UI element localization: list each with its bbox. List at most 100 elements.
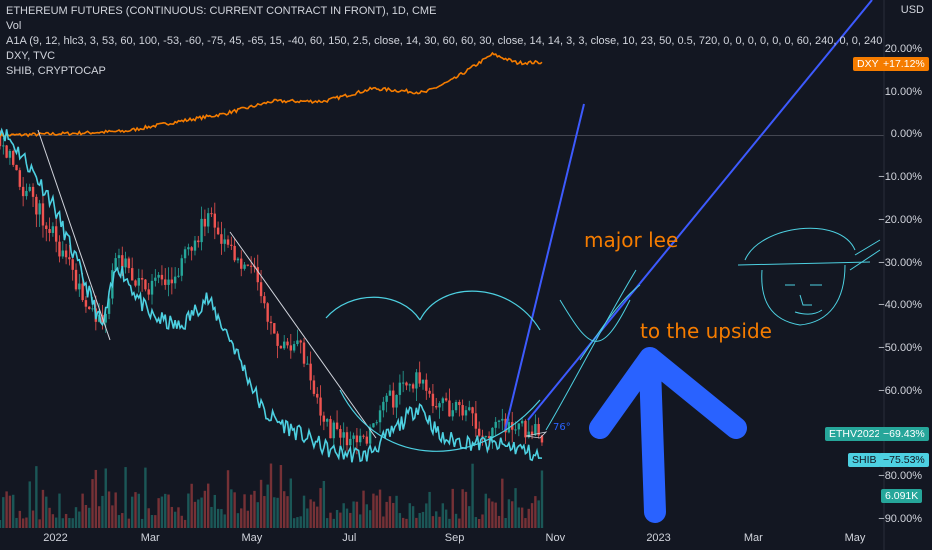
candle-body bbox=[187, 247, 190, 250]
volume-bar bbox=[216, 508, 220, 528]
legend-symbol[interactable]: ETHEREUM FUTURES (CONTINUOUS: CURRENT CO… bbox=[6, 5, 437, 17]
volume-bar bbox=[213, 494, 217, 528]
candle-body bbox=[497, 420, 501, 422]
volume-bar bbox=[124, 467, 127, 528]
volume-bar bbox=[140, 518, 144, 528]
volume-bar bbox=[177, 507, 180, 528]
candle-body bbox=[316, 393, 319, 398]
volume-bar bbox=[220, 509, 223, 528]
candle-body bbox=[458, 401, 461, 406]
volume-bar bbox=[253, 490, 256, 528]
y-tick-label: −90.00% bbox=[878, 513, 922, 525]
candle-body bbox=[154, 277, 157, 281]
volume-bar bbox=[200, 497, 203, 528]
volume-bar bbox=[408, 503, 411, 528]
candle-body bbox=[481, 435, 484, 437]
volume-bar bbox=[240, 508, 243, 528]
candle-body bbox=[448, 400, 451, 417]
candle-body bbox=[246, 264, 250, 266]
trend-line-steep[interactable] bbox=[504, 103, 585, 431]
volume-bar bbox=[41, 489, 45, 528]
volume-bar bbox=[88, 507, 91, 528]
candle-body bbox=[230, 244, 233, 246]
volume-bar bbox=[534, 496, 537, 528]
volume-bar bbox=[256, 502, 259, 528]
candle-body bbox=[441, 398, 445, 404]
pattern-arc-left bbox=[325, 296, 421, 321]
volume-bar bbox=[266, 484, 269, 528]
legend-vol[interactable]: Vol bbox=[6, 20, 22, 32]
volume-bar bbox=[392, 502, 395, 528]
volume-bar bbox=[38, 519, 41, 528]
candle-body bbox=[524, 420, 527, 438]
candle-body bbox=[540, 435, 544, 443]
candle-body bbox=[359, 435, 362, 443]
trend-line-long[interactable] bbox=[527, 0, 873, 421]
volume-bar bbox=[461, 489, 464, 528]
legend-shib[interactable]: SHIB, CRYPTOCAP bbox=[6, 65, 106, 77]
volume-bar bbox=[101, 495, 104, 528]
candle-body bbox=[385, 395, 388, 402]
volume-bar bbox=[415, 517, 418, 528]
x-tick-label: Jul bbox=[342, 532, 357, 544]
volume-bar bbox=[487, 498, 491, 528]
volume-bar bbox=[104, 468, 107, 528]
volume-bar bbox=[319, 488, 322, 528]
volume-bar bbox=[517, 507, 521, 528]
volume-bar bbox=[147, 508, 150, 528]
volume-bar bbox=[233, 492, 236, 528]
volume-bar bbox=[273, 497, 276, 528]
candle-body bbox=[401, 382, 405, 384]
volume-bar bbox=[494, 502, 497, 528]
candle-body bbox=[312, 380, 316, 394]
candle-body bbox=[256, 267, 259, 283]
volume-bar bbox=[51, 514, 55, 528]
volume-bar bbox=[375, 495, 378, 528]
volume-bar bbox=[471, 463, 474, 528]
candle-body bbox=[520, 420, 524, 424]
volume-bar bbox=[435, 511, 438, 528]
volume-bar bbox=[405, 518, 408, 528]
y-tick-label: −80.00% bbox=[878, 470, 922, 483]
candle-body bbox=[249, 265, 253, 267]
volume-bar bbox=[45, 496, 48, 528]
candle-body bbox=[355, 435, 359, 443]
candle-body bbox=[206, 213, 210, 227]
y-tick-label: −20.00% bbox=[878, 213, 922, 226]
candle-body bbox=[491, 427, 494, 439]
currency-label[interactable]: USD bbox=[900, 4, 924, 16]
candle-body bbox=[451, 410, 454, 417]
candle-body bbox=[507, 422, 511, 433]
volume-bar bbox=[94, 469, 98, 528]
candle-body bbox=[454, 401, 458, 411]
candle-body bbox=[352, 435, 355, 439]
candle-body bbox=[137, 278, 140, 286]
candle-body bbox=[54, 226, 58, 242]
trend-line-downtrend-1[interactable] bbox=[229, 231, 377, 439]
volume-bar bbox=[289, 478, 293, 528]
volume-bar bbox=[382, 516, 385, 528]
trend-line-downtrend-2[interactable] bbox=[37, 129, 111, 341]
volume-bar bbox=[121, 513, 124, 528]
volume-bar bbox=[355, 501, 359, 528]
candle-body bbox=[530, 431, 534, 436]
volume-bar bbox=[279, 465, 283, 528]
volume-bar bbox=[349, 512, 352, 528]
candle-body bbox=[329, 419, 332, 439]
shib-badge-name: SHIB bbox=[848, 453, 881, 467]
volume-bar bbox=[359, 514, 362, 528]
candle-body bbox=[276, 333, 279, 346]
volume-bar bbox=[365, 504, 369, 528]
volume-bar bbox=[401, 517, 405, 528]
legend-indicator[interactable]: A1A (9, 12, hlc3, 3, 53, 60, 100, -53, -… bbox=[6, 35, 882, 47]
volume-bar bbox=[210, 506, 213, 528]
volume-bar bbox=[504, 518, 507, 528]
candle-body bbox=[117, 255, 121, 259]
candle-body bbox=[68, 257, 71, 260]
legend-dxy[interactable]: DXY, TVC bbox=[6, 50, 56, 62]
candle-body bbox=[71, 259, 74, 270]
volume-bar bbox=[332, 518, 335, 528]
volume-bar bbox=[144, 467, 147, 528]
volume-bar bbox=[527, 508, 530, 528]
